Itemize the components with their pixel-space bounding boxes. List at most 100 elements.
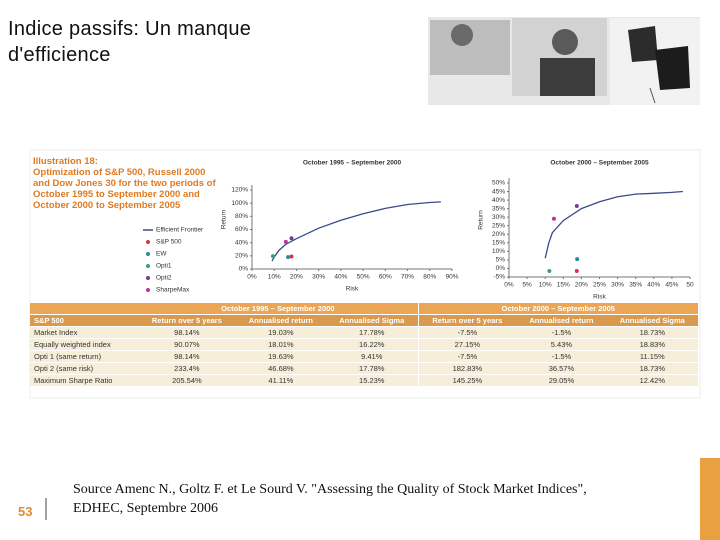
table-cell: 5.43%	[516, 338, 607, 351]
table-cell: 12.42%	[606, 374, 698, 387]
y-tick-label: 25%	[492, 222, 505, 229]
charts: October 1995 – September 2000 0% 20% 40% 60%…	[143, 160, 694, 301]
table-cell: 98.14%	[138, 326, 236, 339]
row-label: Opti 1 (same return)	[30, 350, 139, 363]
column-header: Annualised Sigma	[326, 314, 418, 327]
table-cell: 17.78%	[326, 326, 418, 339]
table-cell: 36.57%	[516, 362, 607, 375]
x-tick-label: 5%	[522, 282, 532, 289]
table-cell: -1.5%	[516, 326, 607, 339]
y-tick-label: 60%	[235, 226, 248, 233]
portfolio-point	[289, 236, 294, 241]
portfolio-point	[574, 203, 579, 208]
table-row: Market Index 98.14% 19.03% 17.78% -7.5% -1.5%…	[30, 326, 698, 339]
y-axis-label: Return	[221, 209, 228, 229]
x-tick-label: 20%	[290, 274, 303, 281]
table-row: Equally weighted index 90.07% 18.01% 16.22%…	[30, 338, 698, 351]
table-row: Opti 1 (same return) 98.14% 19.63% 9.41% -7.…	[30, 350, 698, 363]
table-cell: 16.22%	[326, 338, 418, 351]
illustration-label: Illustration 18:	[33, 156, 98, 167]
x-tick-label: 50%	[357, 274, 370, 281]
x-tick-label: 30%	[611, 282, 624, 289]
y-tick-label: 30%	[492, 214, 505, 221]
y-tick-label: 40%	[492, 197, 505, 204]
y-tick-label: 20%	[492, 231, 505, 238]
table-cell: 90.07%	[138, 338, 236, 351]
results-table: October 1995 – September 2000 October 200…	[30, 303, 698, 387]
illustration-text: Optimization of S&P 500, Russell 2000 an…	[33, 167, 216, 211]
legend-label: Opti2	[156, 275, 172, 282]
y-tick-label: 100%	[231, 200, 248, 207]
y-tick-label: 45%	[492, 188, 505, 195]
y-tick-label: -5%	[493, 274, 505, 281]
portfolio-point	[286, 255, 291, 260]
x-tick-label: 40%	[647, 282, 660, 289]
x-tick-label: 70%	[401, 274, 414, 281]
column-header: Annualised Sigma	[606, 314, 698, 327]
portfolio-point	[289, 254, 294, 259]
table-cell: 15.23%	[326, 374, 418, 387]
x-tick-label: 60%	[379, 274, 392, 281]
slide-title: Indice passifs: Un manque d'efficience	[8, 18, 252, 66]
table-cell: 46.68%	[235, 362, 327, 375]
legend-label: EW	[156, 251, 167, 258]
x-tick-label: 50	[686, 282, 694, 289]
period-header: October 2000 – September 2005	[417, 303, 698, 315]
legend-label: S&P 500	[156, 239, 182, 246]
row-label: Equally weighted index	[30, 338, 139, 351]
portfolio-point	[547, 269, 552, 274]
row-label: Opti 2 (same risk)	[30, 362, 139, 375]
y-tick-label: 5%	[496, 257, 506, 264]
y-tick-label: 15%	[492, 240, 505, 247]
legend-swatch	[146, 264, 150, 268]
x-tick-label: 25%	[593, 282, 606, 289]
y-tick-label: 40%	[235, 239, 248, 246]
y-tick-label: 10%	[492, 248, 505, 255]
x-axis-label: Risk	[346, 286, 359, 293]
legend-swatch	[146, 288, 150, 292]
table-cell: 19.63%	[235, 350, 327, 363]
source-note: Source Amenc N., Goltz F. et Le Sourd V.…	[73, 482, 587, 516]
frontier-line	[271, 201, 441, 262]
table-cell: 182.83%	[417, 362, 517, 375]
illustration-caption: Illustration 18: Optimization of S&P 500…	[33, 156, 218, 211]
chart-title: October 2000 – September 2005	[550, 160, 649, 167]
photo	[428, 17, 700, 105]
x-tick-label: 10%	[268, 274, 281, 281]
legend-label: SharpeMax	[156, 287, 190, 294]
legend-swatch	[146, 252, 150, 256]
x-axis-label: Risk	[593, 294, 606, 301]
accent-bar	[700, 458, 720, 540]
portfolio-point	[575, 257, 580, 262]
table-cell: 11.15%	[606, 350, 698, 363]
legend-label: Opti1	[156, 263, 172, 270]
row-label: Market Index	[30, 326, 139, 339]
column-header: Annualised return	[235, 314, 327, 327]
table-cell: 27.15%	[417, 338, 517, 351]
column-row: S&P 500 Return over 5 years Annualised ret…	[30, 314, 698, 327]
x-tick-label: 30%	[312, 274, 325, 281]
portfolio-point	[574, 269, 579, 274]
table-cell: -1.5%	[516, 350, 607, 363]
page-number: 53	[18, 504, 33, 519]
y-tick-label: 50%	[492, 180, 505, 187]
table-cell: -7.5%	[417, 326, 517, 339]
table-cell: 18.83%	[606, 338, 698, 351]
table-cell: 17.78%	[326, 362, 418, 375]
column-header: Annualised return	[516, 314, 607, 327]
x-tick-label: 15%	[557, 282, 570, 289]
portfolio-point	[283, 239, 288, 244]
table-cell: 9.41%	[326, 350, 418, 363]
y-tick-label: 35%	[492, 205, 505, 212]
x-tick-label: 0%	[247, 274, 257, 281]
y-tick-label: 120%	[231, 187, 248, 194]
y-tick-label: 0%	[239, 266, 249, 273]
x-tick-label: 90%	[445, 274, 458, 281]
table-cell: 145.25%	[417, 374, 517, 387]
x-tick-label: 20%	[575, 282, 588, 289]
column-header: S&P 500	[30, 314, 139, 327]
x-tick-label: 0%	[504, 282, 514, 289]
table-cell: 29.05%	[516, 374, 607, 387]
x-tick-label: 40%	[334, 274, 347, 281]
